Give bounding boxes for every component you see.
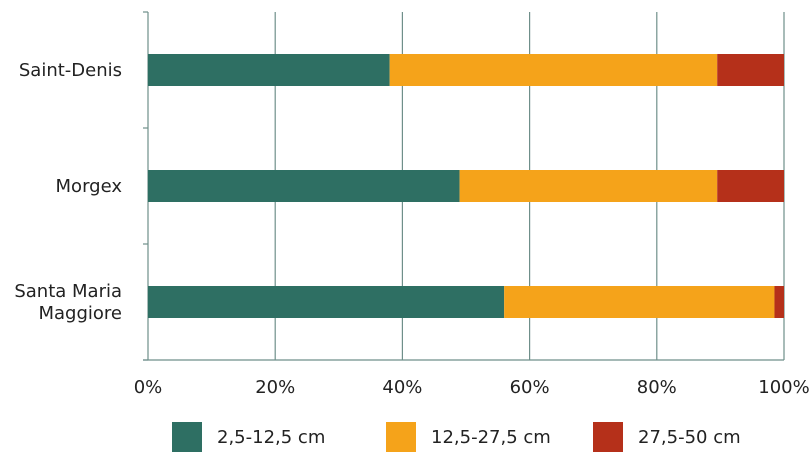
category-labels: Saint-Denis Morgex Santa Maria Maggiore xyxy=(14,60,122,324)
x-tick-labels: 0% 20% 40% 60% 80% 100% xyxy=(134,377,810,398)
category-label: Morgex xyxy=(56,176,123,197)
x-tick-label: 20% xyxy=(255,377,295,398)
bars xyxy=(148,54,784,318)
category-label: Saint-Denis xyxy=(19,60,122,81)
legend-swatch xyxy=(593,422,623,452)
legend-label: 2,5-12,5 cm xyxy=(217,427,325,448)
x-tick-label: 60% xyxy=(510,377,550,398)
legend-item: 2,5-12,5 cm xyxy=(172,422,325,452)
bar-segment xyxy=(717,170,784,202)
category-label: Santa Maria Maggiore xyxy=(14,281,122,324)
bar-segment xyxy=(148,170,460,202)
legend-item: 12,5-27,5 cm xyxy=(386,422,551,452)
bar-segment xyxy=(459,170,718,202)
x-tick-label: 40% xyxy=(382,377,422,398)
bar-segment xyxy=(774,286,784,318)
legend-item: 27,5-50 cm xyxy=(593,422,741,452)
bar-segment xyxy=(389,54,718,86)
bar-segment xyxy=(504,286,775,318)
x-tick-label: 100% xyxy=(758,377,809,398)
bar-segment xyxy=(717,54,784,86)
legend-label: 27,5-50 cm xyxy=(638,427,741,448)
x-tick-label: 0% xyxy=(134,377,163,398)
x-tick-label: 80% xyxy=(637,377,677,398)
legend-swatch xyxy=(172,422,202,452)
bar-segment xyxy=(148,286,505,318)
legend-label: 12,5-27,5 cm xyxy=(431,427,551,448)
legend-swatch xyxy=(386,422,416,452)
legend: 2,5-12,5 cm 12,5-27,5 cm 27,5-50 cm xyxy=(172,422,741,452)
bar-segment xyxy=(148,54,390,86)
